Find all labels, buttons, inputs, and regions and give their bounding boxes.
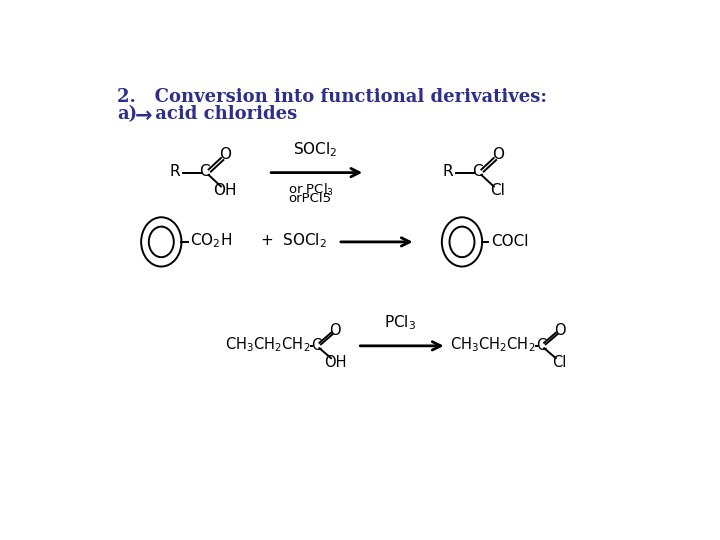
Text: or PCl$_3$: or PCl$_3$ bbox=[288, 182, 334, 198]
Text: Cl: Cl bbox=[490, 183, 505, 198]
Text: C: C bbox=[472, 164, 483, 179]
Text: O: O bbox=[329, 323, 341, 338]
Text: C: C bbox=[311, 338, 321, 353]
Text: orPCl5: orPCl5 bbox=[288, 192, 331, 205]
Text: CO$_2$H: CO$_2$H bbox=[190, 232, 232, 251]
Text: SOCl$_2$: SOCl$_2$ bbox=[292, 140, 337, 159]
Text: R: R bbox=[443, 164, 454, 179]
Text: OH: OH bbox=[324, 355, 346, 370]
Text: a): a) bbox=[117, 105, 138, 123]
Text: R: R bbox=[170, 164, 181, 179]
Text: PCl$_3$: PCl$_3$ bbox=[384, 313, 416, 332]
Text: →: → bbox=[135, 106, 153, 126]
Text: O: O bbox=[492, 147, 504, 163]
Text: +  SOCl$_2$: + SOCl$_2$ bbox=[261, 232, 328, 251]
Text: COCl: COCl bbox=[490, 234, 528, 248]
Text: CH$_3$CH$_2$CH$_2$: CH$_3$CH$_2$CH$_2$ bbox=[225, 336, 311, 354]
Text: 2.   Conversion into functional derivatives:: 2. Conversion into functional derivative… bbox=[117, 88, 547, 106]
Text: C: C bbox=[536, 338, 546, 353]
Text: Cl: Cl bbox=[552, 355, 567, 370]
Text: OH: OH bbox=[213, 183, 237, 198]
Text: acid chlorides: acid chlorides bbox=[149, 105, 297, 123]
Text: CH$_3$CH$_2$CH$_2$: CH$_3$CH$_2$CH$_2$ bbox=[450, 336, 536, 354]
Text: O: O bbox=[219, 147, 231, 163]
Text: C: C bbox=[199, 164, 210, 179]
Text: O: O bbox=[554, 323, 565, 338]
